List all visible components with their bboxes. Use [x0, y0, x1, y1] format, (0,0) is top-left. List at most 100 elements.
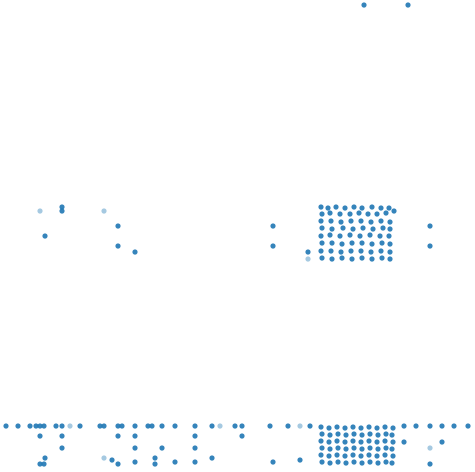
data-point: [356, 210, 362, 216]
data-point: [145, 423, 151, 429]
data-point: [239, 433, 245, 439]
data-point: [149, 423, 155, 429]
data-point: [387, 219, 393, 225]
data-point: [59, 445, 65, 451]
data-point: [359, 240, 365, 246]
data-point: [192, 459, 198, 465]
data-point: [368, 249, 374, 255]
data-point: [366, 438, 372, 444]
data-point: [307, 423, 313, 429]
data-point: [53, 423, 59, 429]
data-point: [387, 226, 393, 232]
data-point: [358, 218, 364, 224]
data-point: [337, 233, 343, 239]
data-point: [465, 423, 471, 429]
data-point: [318, 424, 324, 430]
data-point: [270, 243, 276, 249]
data-point: [319, 459, 325, 465]
data-point: [359, 205, 365, 211]
data-point: [319, 211, 325, 217]
data-point: [329, 240, 335, 246]
data-point: [348, 218, 354, 224]
data-point: [349, 240, 355, 246]
data-point: [297, 457, 303, 463]
data-point: [358, 425, 364, 431]
data-point: [319, 445, 325, 451]
data-point: [267, 423, 273, 429]
data-point: [270, 223, 276, 229]
data-point: [172, 459, 178, 465]
data-point: [319, 255, 325, 261]
data-point: [217, 423, 223, 429]
data-point: [335, 459, 341, 465]
data-point: [405, 2, 411, 8]
data-point: [27, 423, 33, 429]
data-point: [335, 431, 341, 437]
data-point: [351, 204, 357, 210]
data-point: [285, 423, 291, 429]
data-point: [152, 455, 158, 461]
data-point: [391, 208, 397, 214]
data-point: [382, 452, 388, 458]
data-point: [343, 460, 349, 466]
data-point: [389, 446, 395, 452]
data-point: [387, 249, 393, 255]
data-point: [334, 452, 340, 458]
data-point: [343, 432, 349, 438]
data-point: [115, 223, 121, 229]
data-point: [374, 453, 380, 459]
data-point: [239, 423, 245, 429]
data-point: [383, 445, 389, 451]
data-point: [366, 452, 372, 458]
data-point: [339, 241, 345, 247]
data-point: [3, 423, 9, 429]
data-point: [451, 423, 457, 429]
data-point: [390, 453, 396, 459]
data-point: [350, 424, 356, 430]
data-point: [374, 425, 380, 431]
data-point: [270, 459, 276, 465]
data-point: [101, 455, 107, 461]
data-point: [389, 460, 395, 466]
data-point: [439, 423, 445, 429]
data-point: [365, 211, 371, 217]
data-point: [339, 255, 345, 261]
data-point: [33, 423, 39, 429]
data-point: [338, 249, 344, 255]
data-point: [209, 455, 215, 461]
data-point: [375, 446, 381, 452]
data-point: [343, 446, 349, 452]
data-point: [338, 219, 344, 225]
data-point: [347, 232, 353, 238]
data-point: [67, 423, 73, 429]
data-point: [366, 424, 372, 430]
data-point: [318, 233, 324, 239]
data-point: [77, 423, 83, 429]
data-point: [318, 438, 324, 444]
data-point: [350, 438, 356, 444]
data-point: [327, 460, 333, 466]
data-point: [319, 240, 325, 246]
data-point: [389, 432, 395, 438]
data-point: [328, 218, 334, 224]
data-point: [375, 432, 381, 438]
data-point: [390, 425, 396, 431]
data-point: [342, 439, 348, 445]
data-point: [232, 423, 238, 429]
data-point: [42, 233, 48, 239]
data-point: [342, 425, 348, 431]
data-point: [15, 423, 21, 429]
data-point: [368, 219, 374, 225]
data-point: [119, 423, 125, 429]
data-point: [132, 433, 138, 439]
data-point: [367, 431, 373, 437]
data-point: [328, 248, 334, 254]
data-point: [387, 256, 393, 262]
data-point: [318, 452, 324, 458]
data-point: [370, 226, 376, 232]
data-point: [379, 255, 385, 261]
data-point: [318, 218, 324, 224]
data-point: [101, 423, 107, 429]
data-point: [297, 423, 303, 429]
data-point: [369, 256, 375, 262]
